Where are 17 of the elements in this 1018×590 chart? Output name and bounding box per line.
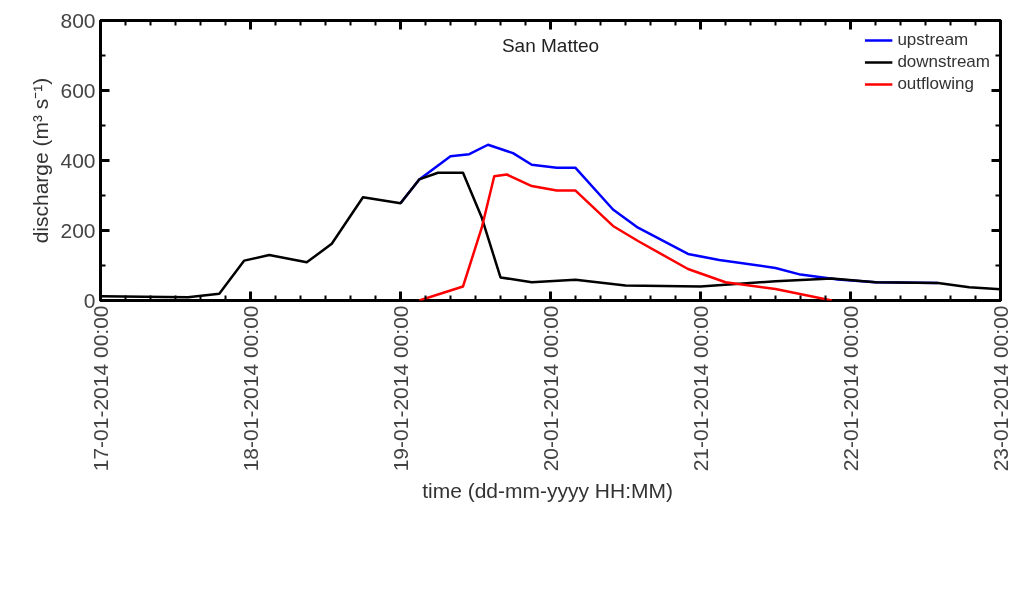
x-tick-label: 21-01-2014 00:00 xyxy=(689,305,712,472)
x-tick-label: 19-01-2014 00:00 xyxy=(389,305,412,472)
x-tick-label: 18-01-2014 00:00 xyxy=(239,305,262,472)
legend-label: outflowing xyxy=(897,74,974,94)
legend-label: downstream xyxy=(897,52,990,72)
x-axis-title: time (dd-mm-yyyy HH:MM) xyxy=(422,479,673,503)
x-tick-label: 23-01-2014 00:00 xyxy=(989,305,1012,472)
line-series xyxy=(418,173,833,301)
x-tick-label: 20-01-2014 00:00 xyxy=(539,305,562,472)
y-tick-label: 600 xyxy=(60,78,96,102)
x-tick-label: 22-01-2014 00:00 xyxy=(839,305,862,472)
y-axis-title: discharge (m³ s⁻¹) xyxy=(29,77,53,244)
text: San Matteo xyxy=(501,35,600,57)
y-tick-label: 200 xyxy=(60,218,96,242)
y-tick-label: 800 xyxy=(60,8,96,32)
y-tick-label: 400 xyxy=(60,148,96,172)
legend-label: upstream xyxy=(897,30,969,50)
